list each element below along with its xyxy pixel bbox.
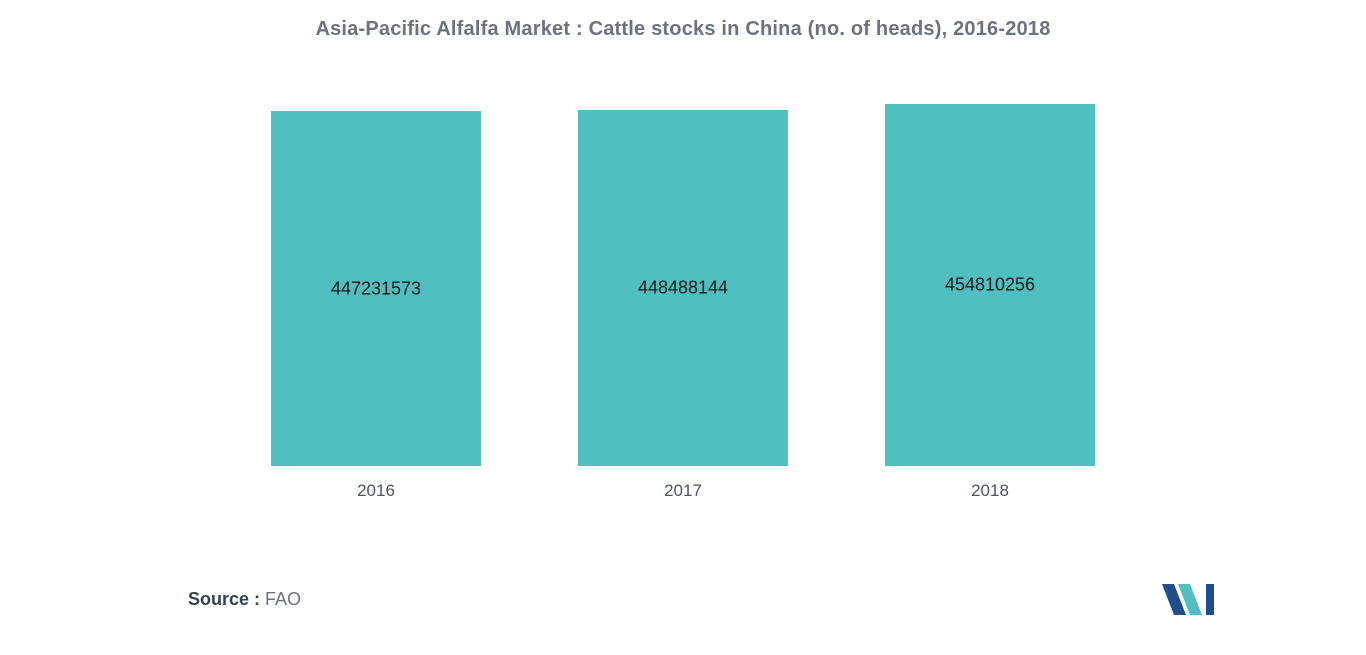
bar-2016: 447231573 bbox=[271, 111, 481, 466]
mordor-intelligence-logo-icon bbox=[1160, 582, 1216, 617]
source-value: FAO bbox=[260, 589, 301, 609]
source-label: Source : bbox=[188, 589, 260, 609]
x-label-2017: 2017 bbox=[578, 481, 788, 501]
bar-value-2018: 454810256 bbox=[945, 275, 1035, 296]
chart-title: Asia-Pacific Alfalfa Market : Cattle sto… bbox=[0, 0, 1366, 51]
bar-value-2016: 447231573 bbox=[331, 278, 421, 299]
bar-value-2017: 448488144 bbox=[638, 278, 728, 299]
bar-group-2016: 447231573 bbox=[271, 111, 481, 466]
x-label-2018: 2018 bbox=[885, 481, 1095, 501]
bars-container: 447231573 448488144 454810256 bbox=[0, 96, 1366, 466]
source-attribution: Source : FAO bbox=[188, 589, 301, 610]
bar-2017: 448488144 bbox=[578, 110, 788, 466]
bar-2018: 454810256 bbox=[885, 104, 1095, 466]
x-label-2016: 2016 bbox=[271, 481, 481, 501]
bar-group-2017: 448488144 bbox=[578, 110, 788, 466]
x-axis-labels: 2016 2017 2018 bbox=[0, 481, 1366, 501]
bar-group-2018: 454810256 bbox=[885, 104, 1095, 466]
chart-plot-area: 447231573 448488144 454810256 2016 2017 … bbox=[0, 81, 1366, 511]
